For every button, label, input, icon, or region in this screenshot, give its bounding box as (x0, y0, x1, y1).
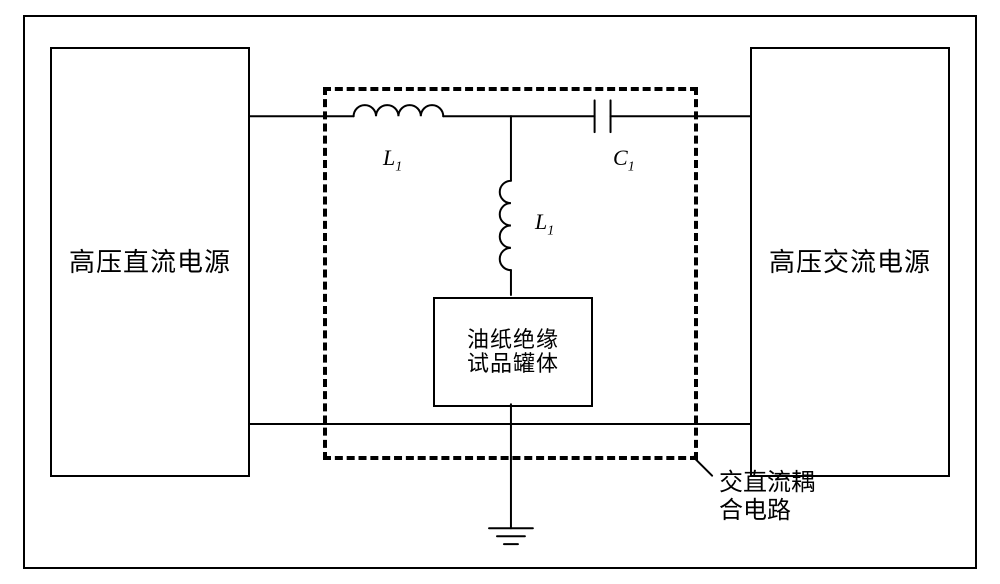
inductor-L1-label: L1 (383, 145, 402, 175)
ac-source-box: 高压交流电源 (750, 47, 950, 477)
ac-source-label: 高压交流电源 (769, 248, 931, 277)
capacitor-C1-label: C1 (613, 145, 635, 175)
coupling-annotation: 交直流耦 合电路 (719, 469, 815, 524)
inductor-L2-label: L1 (535, 209, 554, 239)
dc-source-box: 高压直流电源 (50, 47, 250, 477)
outer-frame: 高压直流电源 高压交流电源 油纸绝缘 试品罐体 L1 L1 C1 交直流耦 合电… (23, 15, 977, 569)
sample-tank-box: 油纸绝缘 试品罐体 (433, 297, 593, 407)
sample-tank-label: 油纸绝缘 试品罐体 (467, 328, 559, 376)
dc-source-label: 高压直流电源 (69, 248, 231, 277)
